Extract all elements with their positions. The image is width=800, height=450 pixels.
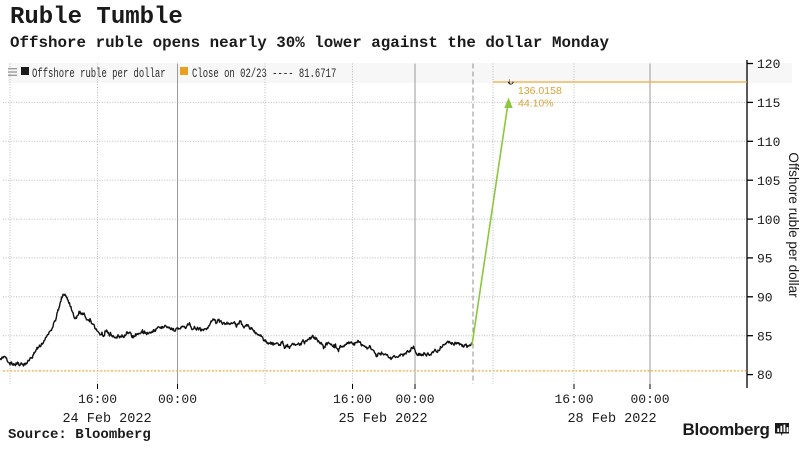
svg-text:00:00: 00:00 — [630, 392, 669, 407]
svg-text:95: 95 — [757, 252, 773, 267]
svg-text:85: 85 — [757, 330, 773, 345]
svg-text:16:00: 16:00 — [554, 392, 593, 407]
svg-text:16:00: 16:00 — [78, 392, 117, 407]
svg-text:Offshore ruble per dollar: Offshore ruble per dollar — [786, 152, 800, 298]
svg-text:120: 120 — [757, 57, 780, 72]
svg-text:44.10%: 44.10% — [518, 98, 554, 110]
svg-text:24 Feb 2022: 24 Feb 2022 — [62, 412, 151, 427]
svg-text:28 Feb 2022: 28 Feb 2022 — [567, 412, 656, 427]
svg-text:80: 80 — [757, 368, 773, 383]
svg-text:115: 115 — [757, 96, 780, 111]
svg-text:105: 105 — [757, 174, 780, 189]
svg-text:00:00: 00:00 — [395, 392, 434, 407]
svg-text:25 Feb 2022: 25 Feb 2022 — [338, 412, 427, 427]
svg-text:110: 110 — [757, 135, 780, 150]
svg-text:16:00: 16:00 — [333, 392, 372, 407]
svg-text:136.0158: 136.0158 — [518, 85, 562, 97]
svg-text:90: 90 — [757, 291, 773, 306]
svg-text:100: 100 — [757, 213, 780, 228]
svg-text:00:00: 00:00 — [158, 392, 197, 407]
